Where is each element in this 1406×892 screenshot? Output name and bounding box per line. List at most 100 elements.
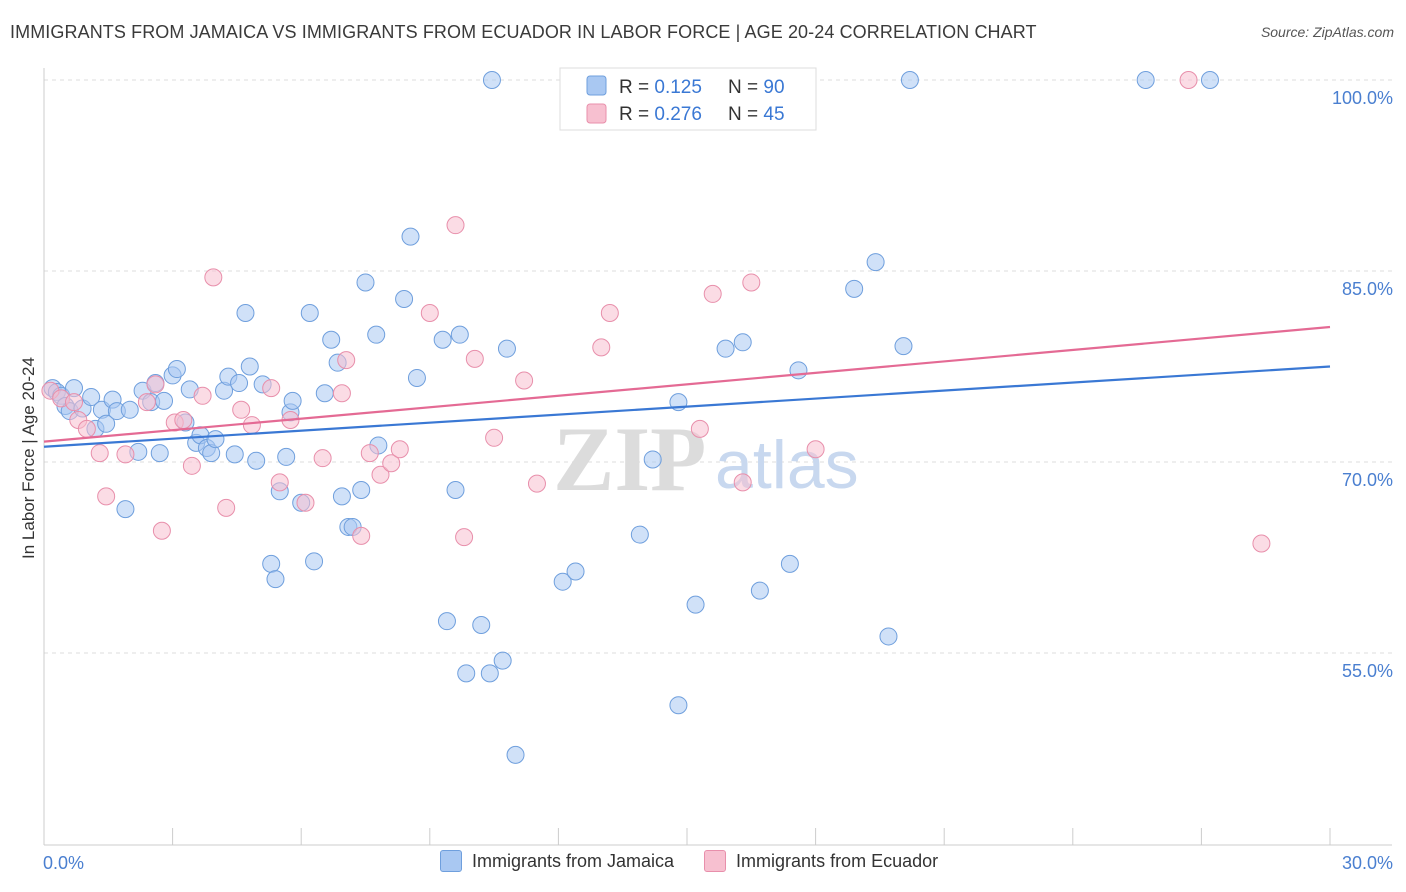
legend-n-value-ecuador: 45: [763, 104, 784, 125]
legend-item-jamaica[interactable]: Immigrants from Jamaica: [440, 850, 674, 872]
point-ecuador-35: [485, 428, 504, 447]
y-tick-label-3: 55.0%: [1342, 661, 1393, 681]
legend-item-ecuador[interactable]: Immigrants from Ecuador: [704, 850, 938, 872]
point-jamaica-68: [497, 339, 516, 358]
point-ecuador-34: [465, 349, 484, 368]
trend-line-ecuador: [43, 325, 1331, 443]
point-jamaica-60: [433, 330, 452, 349]
point-jamaica-71: [553, 572, 572, 591]
point-ecuador-5: [90, 444, 109, 463]
legend-r-value-jamaica: 0.125: [654, 77, 702, 98]
point-ecuador-37: [527, 474, 546, 493]
point-jamaica-38: [262, 554, 281, 573]
svg-text:R = 0.125: R = 0.125: [619, 77, 702, 98]
point-jamaica-85: [879, 627, 898, 646]
y-tick-label-0: 100.0%: [1332, 88, 1393, 108]
point-ecuador-42: [733, 473, 752, 492]
legend-n-label-jamaica: N =: [728, 77, 763, 98]
point-jamaica-69: [506, 745, 525, 764]
point-jamaica-67: [493, 651, 512, 670]
point-ecuador-28: [371, 465, 390, 484]
point-ecuador-8: [137, 393, 156, 412]
point-ecuador-19: [262, 379, 281, 398]
series-ecuador-points: [41, 71, 1271, 553]
legend-box: R = 0.125 N = 90 R = 0.276 N = 45: [559, 67, 817, 131]
point-jamaica-46: [305, 552, 324, 571]
point-ecuador-9: [146, 375, 165, 394]
point-jamaica-14: [120, 400, 139, 419]
point-jamaica-36: [247, 451, 266, 470]
point-ecuador-20: [270, 473, 289, 492]
legend-r-label-ecuador: R =: [619, 104, 654, 125]
axis-layer: [43, 68, 1392, 846]
point-ecuador-12: [174, 410, 193, 429]
point-jamaica-54: [356, 273, 375, 292]
legend-r-label-jamaica: R =: [619, 77, 654, 98]
point-jamaica-75: [669, 696, 688, 715]
y-tick-labels: 100.0% 85.0% 70.0% 55.0%: [1332, 88, 1393, 681]
point-jamaica-73: [630, 525, 649, 544]
point-ecuador-26: [352, 526, 371, 545]
chart-title: IMMIGRANTS FROM JAMAICA VS IMMIGRANTS FR…: [10, 22, 1037, 42]
point-ecuador-41: [703, 284, 722, 303]
point-jamaica-53: [352, 481, 371, 500]
point-jamaica-32: [225, 445, 244, 464]
point-ecuador-7: [116, 445, 135, 464]
point-ecuador-30: [390, 440, 409, 459]
point-ecuador-38: [592, 338, 611, 357]
point-jamaica-83: [845, 279, 864, 298]
point-jamaica-43: [283, 391, 302, 410]
point-ecuador-31: [420, 304, 439, 323]
point-jamaica-50: [332, 487, 351, 506]
point-jamaica-59: [407, 368, 426, 387]
point-jamaica-66: [480, 664, 499, 683]
point-ecuador-46: [1252, 534, 1271, 553]
point-ecuador-23: [313, 449, 332, 468]
x-tick-label-right: 30.0%: [1342, 853, 1393, 873]
point-jamaica-74: [643, 450, 662, 469]
point-ecuador-39: [600, 304, 619, 323]
point-jamaica-47: [315, 384, 334, 403]
point-ecuador-17: [232, 400, 251, 419]
y-tick-label-1: 85.0%: [1342, 279, 1393, 299]
legend-n-label-ecuador: N =: [728, 104, 763, 125]
point-jamaica-70: [482, 71, 501, 89]
svg-text:R = 0.276: R = 0.276: [619, 104, 702, 125]
point-ecuador-36: [515, 371, 534, 390]
point-jamaica-84: [866, 253, 885, 272]
point-ecuador-15: [204, 268, 223, 287]
legend-r-value-ecuador: 0.276: [654, 104, 702, 125]
point-ecuador-2: [65, 393, 84, 412]
point-ecuador-44: [806, 440, 825, 459]
point-jamaica-79: [733, 333, 752, 352]
point-jamaica-19: [150, 444, 169, 463]
source-credit: Source: ZipAtlas.com: [1260, 24, 1394, 40]
point-ecuador-22: [296, 493, 315, 512]
point-ecuador-45: [1179, 71, 1198, 89]
point-jamaica-45: [300, 304, 319, 323]
watermark-atlas: atlas: [715, 427, 859, 503]
svg-text:N = 45: N = 45: [728, 104, 785, 125]
point-jamaica-7: [82, 388, 101, 407]
point-jamaica-63: [450, 325, 469, 344]
point-jamaica-61: [437, 612, 456, 631]
point-ecuador-27: [360, 444, 379, 463]
point-ecuador-32: [446, 216, 465, 235]
legend-label-jamaica: Immigrants from Jamaica: [472, 850, 675, 871]
y-axis-label: In Labor Force | Age 20-24: [19, 357, 38, 559]
point-jamaica-62: [446, 481, 465, 500]
trend-lines: [43, 325, 1331, 448]
y-tick-label-2: 70.0%: [1342, 470, 1393, 490]
legend-swatch-jamaica-bottom: [440, 850, 462, 872]
point-jamaica-39: [266, 570, 285, 589]
point-jamaica-77: [686, 595, 705, 614]
point-jamaica-10: [97, 414, 116, 433]
point-jamaica-82: [789, 361, 808, 380]
point-jamaica-88: [1136, 71, 1155, 89]
point-jamaica-55: [367, 325, 386, 344]
point-ecuador-14: [193, 386, 212, 405]
point-jamaica-80: [750, 581, 769, 600]
point-jamaica-78: [716, 339, 735, 358]
point-jamaica-72: [566, 562, 585, 581]
